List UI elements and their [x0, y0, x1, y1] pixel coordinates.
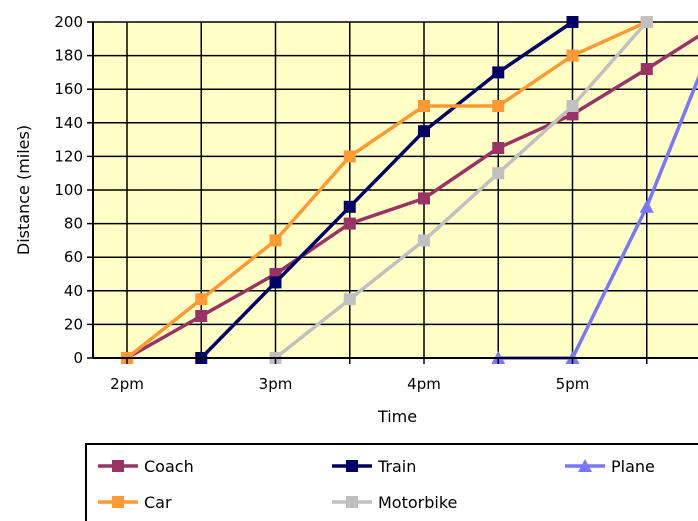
series-line-train	[200, 20, 574, 360]
data-point-plane	[639, 199, 654, 213]
data-point-car	[195, 293, 208, 306]
data-point-motorbike	[566, 100, 579, 112]
legend-label: Coach	[144, 457, 194, 476]
data-point-car	[566, 49, 579, 62]
data-point-coach	[195, 310, 208, 322]
y-tick-label: 160	[54, 80, 83, 98]
legend-swatch-marker	[112, 460, 124, 472]
x-tick-label: 2pm	[110, 375, 144, 393]
data-point-car	[492, 100, 505, 112]
x-tick-label: 4pm	[407, 375, 441, 393]
y-tick-label: 40	[64, 282, 83, 300]
axes: 0204060801001201401601802002pm3pm4pm5pm6…	[54, 13, 698, 393]
data-point-train	[566, 16, 579, 28]
data-point-motorbike	[492, 167, 505, 180]
x-tick-label: 3pm	[259, 375, 293, 393]
legend-box	[85, 443, 698, 521]
y-tick-label: 180	[54, 47, 83, 65]
y-tick-label: 100	[54, 181, 83, 199]
legend-item-plane: Plane	[565, 457, 655, 476]
data-point-car	[343, 150, 356, 163]
legend-item-train: Train	[332, 457, 416, 476]
x-axis-title: Time	[377, 407, 417, 426]
data-point-motorbike	[343, 293, 356, 306]
legend-swatch-marker	[346, 460, 358, 472]
legend-item-car: Car	[98, 493, 172, 512]
legend-swatch-marker	[346, 496, 358, 508]
data-point-car	[269, 234, 282, 247]
legend-item-coach: Coach	[98, 457, 194, 476]
data-point-coach	[492, 142, 505, 154]
data-point-coach	[418, 192, 430, 205]
x-tick-label: 5pm	[556, 375, 590, 393]
series-train	[195, 16, 579, 364]
legend-label: Motorbike	[378, 493, 457, 512]
data-point-train	[418, 125, 430, 138]
y-tick-label: 20	[64, 315, 83, 333]
plot-area	[93, 21, 698, 359]
data-point-coach	[343, 217, 356, 230]
legend-label: Train	[377, 457, 416, 476]
y-tick-label: 0	[73, 349, 83, 367]
legend-label: Car	[144, 493, 172, 512]
legend-item-motorbike: Motorbike	[332, 493, 457, 512]
data-point-train	[343, 200, 356, 213]
y-axis-title: Distance (miles)	[14, 125, 33, 255]
series-line-motorbike	[274, 20, 649, 360]
y-tick-label: 60	[64, 248, 83, 266]
series-line-car	[125, 20, 648, 360]
y-tick-label: 80	[64, 215, 83, 233]
data-point-motorbike	[640, 16, 653, 28]
y-tick-label: 120	[54, 147, 83, 165]
legend: Coach Train Plane Car Motorbike	[85, 443, 698, 521]
y-tick-label: 140	[54, 114, 83, 132]
data-point-train	[269, 276, 282, 289]
series-motorbike	[269, 16, 653, 364]
data-point-car	[418, 100, 430, 112]
legend-label: Plane	[611, 457, 655, 476]
legend-swatch-marker	[578, 459, 592, 472]
y-tick-label: 200	[54, 13, 83, 31]
legend-swatch-marker	[112, 496, 124, 508]
data-point-motorbike	[418, 234, 430, 247]
data-point-train	[492, 66, 505, 79]
data-point-coach	[640, 63, 653, 76]
